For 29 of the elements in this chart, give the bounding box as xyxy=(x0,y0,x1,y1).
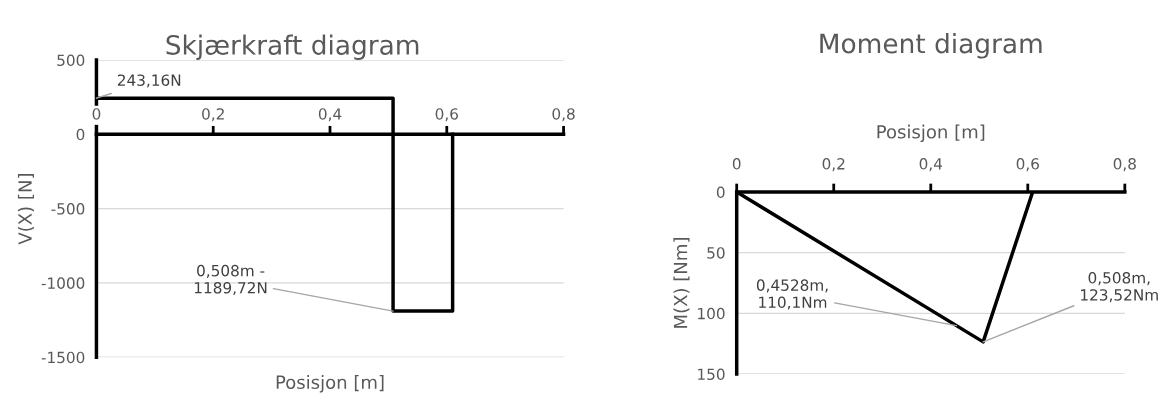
y-tick-label: 150 xyxy=(698,368,725,381)
x-tick-label: 0,6 xyxy=(435,108,458,122)
x-tick-label: 0,2 xyxy=(202,108,224,122)
y-tick-label: -1500 xyxy=(41,351,85,364)
x-axis-title: Posisjon [m] xyxy=(877,124,985,143)
x-tick-label: 0,8 xyxy=(1113,158,1136,172)
annotation: 0,4528m, 110,1Nm xyxy=(756,279,828,310)
annotation: 243,16N xyxy=(117,74,181,88)
y-tick-label: 50 xyxy=(707,247,725,259)
y-tick-label: 0 xyxy=(716,186,725,199)
x-tick-label: 0 xyxy=(92,108,101,120)
y-tick-label: 500 xyxy=(57,54,85,67)
x-tick-label: 0,6 xyxy=(1016,158,1039,172)
x-tick-label: 0,2 xyxy=(822,158,845,172)
annotation: 0,508m - 1189,72N xyxy=(194,264,267,296)
x-tick-label: 0,4 xyxy=(318,108,342,122)
y-tick-label: -500 xyxy=(51,203,85,215)
y-axis-title: V(X) [N] xyxy=(17,174,35,245)
y-axis-title: M(X) [Nm] xyxy=(673,238,690,328)
y-tick-label: 100 xyxy=(698,307,725,320)
annotation: 0,508m, 123,52Nm xyxy=(1081,272,1158,303)
y-tick-label: 0 xyxy=(76,128,85,141)
chart-title: Moment diagram xyxy=(820,33,1042,59)
x-tick-label: 0,8 xyxy=(552,108,575,122)
x-tick-label: 0 xyxy=(732,158,741,170)
x-tick-label: 0,4 xyxy=(919,158,943,172)
chart-title: Skjærkraft diagram xyxy=(166,34,419,60)
x-axis-title: Posisjon [m] xyxy=(276,375,384,393)
y-tick-label: -1000 xyxy=(41,277,85,289)
